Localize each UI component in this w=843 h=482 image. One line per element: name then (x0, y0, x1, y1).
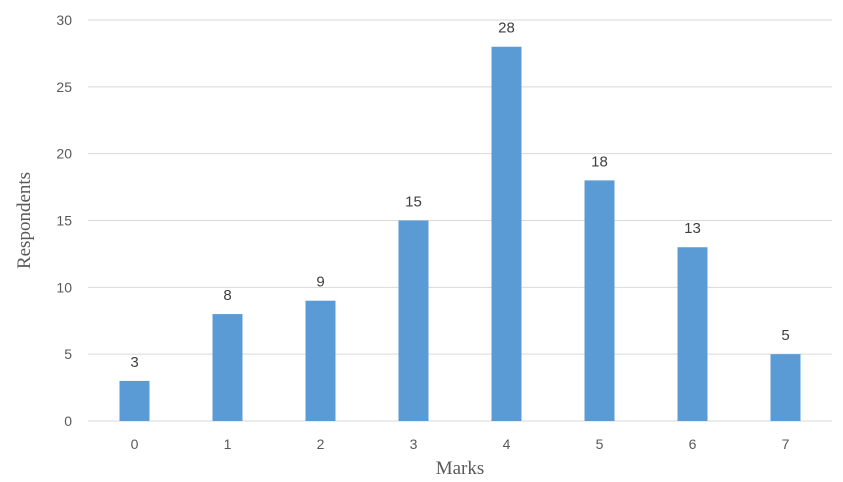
x-tick-label: 1 (224, 436, 232, 452)
x-tick-label: 6 (689, 436, 697, 452)
y-tick-label: 25 (56, 79, 72, 95)
bar-2 (305, 300, 336, 421)
y-axis-ticks: 0 5 10 15 20 25 30 (56, 12, 72, 429)
bar-0 (119, 380, 150, 421)
x-tick-label: 4 (503, 436, 511, 452)
y-axis-title: Respondents (14, 172, 35, 269)
bar-5 (584, 180, 615, 421)
data-label-7: 5 (781, 327, 789, 344)
x-tick-label: 2 (317, 436, 325, 452)
bar-1 (212, 314, 243, 421)
bar-7 (770, 354, 801, 421)
bar-4 (491, 46, 522, 421)
data-label-6: 13 (684, 220, 701, 237)
y-tick-label: 20 (56, 146, 72, 162)
x-tick-label: 7 (782, 436, 790, 452)
gridlines (88, 19, 832, 422)
data-label-4: 28 (498, 20, 515, 37)
x-tick-label: 5 (596, 436, 604, 452)
y-tick-label: 15 (56, 213, 72, 229)
y-tick-label: 30 (56, 12, 72, 28)
data-label-2: 9 (316, 274, 324, 291)
y-tick-label: 10 (56, 279, 72, 295)
x-tick-label: 3 (410, 436, 418, 452)
y-tick-label: 5 (64, 346, 72, 362)
bar-3 (398, 220, 429, 421)
bars (119, 46, 801, 421)
x-axis-title: Marks (436, 458, 485, 479)
data-label-5: 18 (591, 153, 608, 170)
data-label-0: 3 (130, 354, 138, 371)
y-tick-label: 0 (64, 413, 72, 429)
x-axis-ticks: 0 1 2 3 4 5 6 7 (131, 436, 790, 452)
data-label-3: 15 (405, 194, 422, 211)
data-label-1: 8 (223, 287, 231, 304)
bar-6 (677, 247, 708, 421)
data-labels: 3 8 9 15 28 18 13 5 (130, 20, 789, 371)
x-tick-label: 0 (131, 436, 139, 452)
